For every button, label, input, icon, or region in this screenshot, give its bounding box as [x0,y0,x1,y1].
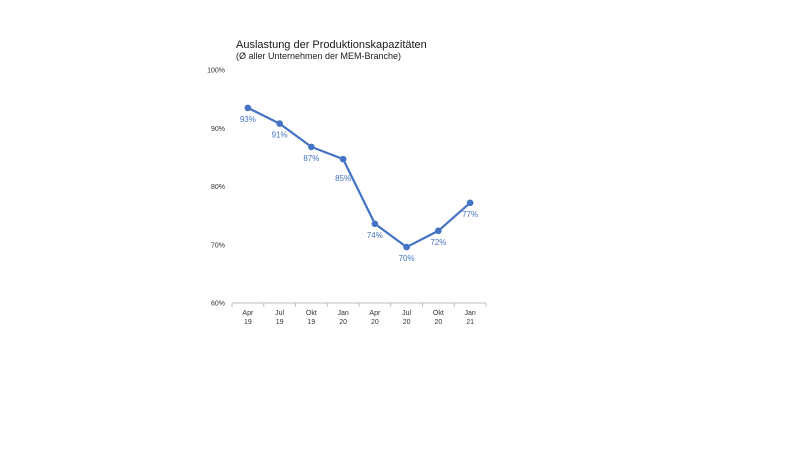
data-point [371,220,379,228]
y-tick-label: 60% [211,301,225,308]
data-point [276,120,283,127]
series-line-group [244,104,474,251]
data-labels: 93% 91% 87% 85% 74% 70% 72% 77% [240,115,478,263]
x-tick-label: Jan 21 [464,310,475,326]
data-label: 91% [272,131,288,140]
data-point [339,155,347,163]
data-point [403,243,410,251]
data-point [466,199,474,207]
data-label: 70% [399,254,415,263]
chart-title: Auslastung der Produktionskapazitäten [236,39,427,51]
x-tick-label: Okt 20 [433,310,444,326]
series-line [246,106,472,249]
x-tick-label: Jul 20 [402,310,411,326]
x-axis: Apr 19 Jul 19 Okt 19 Jan 20 Apr 20 Jul 20 Okt 20 Jan 21 [231,302,487,326]
x-tick-label: Jan 20 [337,310,348,326]
data-label: 72% [430,238,446,247]
data-point [308,143,315,151]
y-tick-label: 80% [211,184,225,191]
data-label: 85% [335,174,351,183]
x-tick-label: Apr 20 [369,310,381,326]
y-axis: 100% 90% 80% 70% 60% [207,68,225,308]
data-point [244,104,252,112]
x-tick-label: Jul 19 [275,310,284,326]
data-point [435,227,442,235]
y-tick-label: 70% [211,242,225,249]
data-label: 87% [303,154,319,163]
y-tick-label: 100% [207,68,225,75]
data-label: 74% [367,231,383,240]
data-label: 77% [462,210,478,219]
chart-subtitle: (Ø aller Unternehmen der MEM-Branche) [236,51,401,61]
y-tick-label: 90% [211,126,225,133]
data-label: 93% [240,115,256,124]
x-tick-label: Apr 19 [242,310,254,326]
x-tick-label: Okt 19 [306,310,317,326]
